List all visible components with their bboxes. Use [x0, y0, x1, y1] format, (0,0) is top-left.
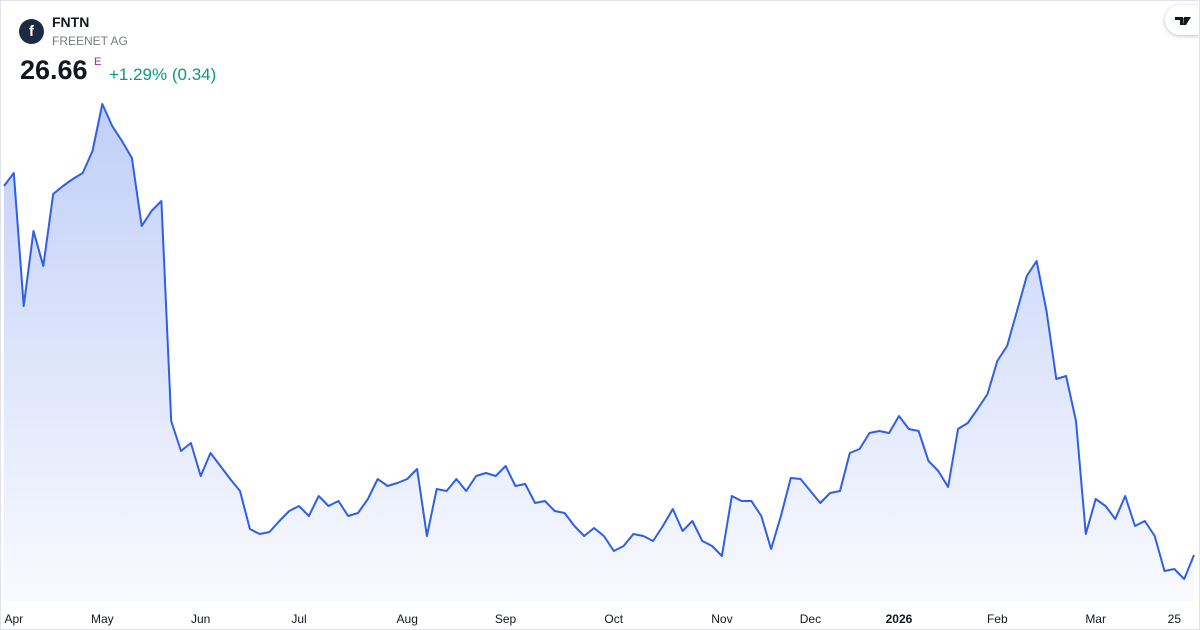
- x-tick-label: 25: [1168, 612, 1182, 626]
- price: 26.66: [20, 55, 88, 85]
- x-tick-label: May: [91, 612, 114, 626]
- symbol: FNTN: [52, 14, 90, 30]
- area-fill: [4, 104, 1194, 601]
- tradingview-logo[interactable]: [1165, 5, 1199, 35]
- x-tick-label: Apr: [4, 612, 23, 626]
- x-tick-label: 2026: [886, 612, 913, 626]
- x-tick-label: Dec: [800, 612, 821, 626]
- price-flag: E: [94, 56, 102, 68]
- price-change: +1.29% (0.34): [109, 65, 217, 84]
- tv-icon: [1175, 17, 1191, 25]
- logo: f: [19, 19, 44, 44]
- price-line: [3, 103, 1195, 580]
- x-tick-label: Nov: [711, 612, 732, 626]
- x-tick-label: Jun: [191, 612, 210, 626]
- x-tick-label: Aug: [397, 612, 418, 626]
- x-tick-label: Sep: [495, 612, 517, 626]
- x-tick-label: Feb: [987, 612, 1008, 626]
- x-tick-label: Oct: [604, 612, 623, 626]
- x-tick-label: Jul: [291, 612, 306, 626]
- x-tick-label: Mar: [1085, 612, 1106, 626]
- company-name: FREENET AG: [52, 34, 128, 48]
